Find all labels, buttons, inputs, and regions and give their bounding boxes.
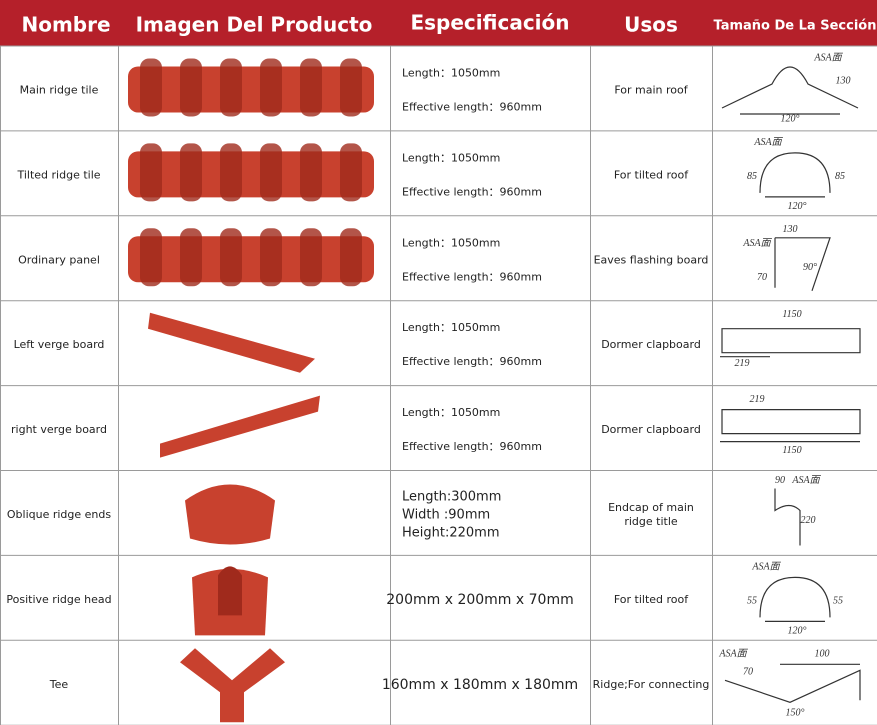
section-label: ASA面 [718, 649, 748, 660]
section-label: 120° [788, 626, 807, 637]
section-label: 219 [735, 358, 750, 369]
section-label: 70 [743, 667, 753, 678]
use-cell: For main roof [614, 83, 688, 96]
spec-line: Height:220mm [402, 525, 500, 540]
use-cell: Ridge;For connecting [593, 678, 710, 691]
name-cell: Tilted ridge tile [16, 168, 100, 181]
spec-line: Width :90mm [402, 507, 490, 522]
spec-line: Length：1050mm [402, 406, 500, 419]
section-diagram [720, 409, 861, 443]
section-label: 85 [747, 171, 757, 182]
spec-line: Length：1050mm [402, 66, 500, 79]
use-cell: Endcap of main [608, 501, 694, 514]
section-label: 100 [815, 649, 830, 660]
use-cell: ridge title [624, 515, 678, 528]
section-diagram [759, 576, 831, 622]
product-image [300, 143, 322, 202]
spec-line: 200mm x 200mm x 70mm [386, 592, 573, 608]
product-image [140, 228, 162, 287]
header-cell: Usos [624, 13, 678, 37]
product-image [340, 143, 362, 202]
section-label: ASA面 [753, 137, 783, 148]
product-image [180, 228, 202, 287]
section-label: 1150 [782, 309, 801, 320]
section-label: ASA面 [751, 562, 781, 573]
section-label: 85 [835, 171, 845, 182]
name-cell: right verge board [11, 423, 107, 436]
product-image [160, 395, 320, 458]
section-label: 70 [757, 272, 767, 283]
section-diagram [720, 328, 861, 358]
product-image [340, 228, 362, 287]
use-cell: Dormer clapboard [601, 423, 701, 436]
header-bg [0, 0, 877, 46]
name-cell: Ordinary panel [18, 253, 100, 266]
product-image [180, 143, 202, 202]
section-diagram [721, 66, 859, 115]
header-cell: Especificación [410, 11, 569, 35]
spec-line: 160mm x 180mm x 180mm [382, 677, 578, 693]
spec-line: Effective length：960mm [402, 100, 542, 113]
product-image [220, 228, 242, 287]
section-label: ASA面 [742, 238, 772, 249]
section-label: 1150 [782, 445, 801, 456]
product-image [340, 58, 362, 117]
product-image [128, 151, 374, 198]
spec-line: Length：1050mm [402, 236, 500, 249]
name-cell: Main ridge tile [20, 83, 99, 96]
product-image [140, 58, 162, 117]
section-label: 220 [801, 515, 816, 526]
product-image [300, 58, 322, 117]
section-label: 120° [788, 201, 807, 212]
section-label: 90 [775, 475, 785, 486]
product-image [220, 58, 242, 117]
header-cell: Imagen Del Producto [136, 13, 373, 37]
section-label: 219 [750, 394, 765, 405]
header-cell: Tamaño De La Sección [714, 19, 877, 34]
product-image [300, 228, 322, 287]
product-image [185, 484, 275, 545]
spec-line: Effective length：960mm [402, 185, 542, 198]
section-label: 90° [803, 262, 817, 273]
spec-line: Effective length：960mm [402, 270, 542, 283]
section-diagram [759, 152, 831, 198]
name-cell: Oblique ridge ends [7, 508, 112, 521]
spec-line: Length：1050mm [402, 321, 500, 334]
name-cell: Left verge board [14, 338, 105, 351]
product-image [128, 66, 374, 113]
section-label: ASA面 [791, 475, 821, 486]
section-label: 120° [781, 113, 800, 124]
product-image [148, 312, 315, 373]
spec-line: Length：1050mm [402, 151, 500, 164]
section-diagram [774, 488, 801, 546]
use-cell: For tilted roof [614, 593, 689, 606]
header-cell: Nombre [21, 13, 110, 37]
section-diagram [774, 237, 831, 291]
product-image [260, 228, 282, 287]
product-image [220, 143, 242, 202]
use-cell: Dormer clapboard [601, 338, 701, 351]
use-cell: Eaves flashing board [594, 253, 709, 266]
spec-line: Length:300mm [402, 489, 501, 504]
spec-line: Effective length：960mm [402, 355, 542, 368]
product-image [218, 566, 242, 616]
section-label: 130 [836, 75, 851, 86]
section-label: 150° [786, 708, 805, 719]
product-image [260, 143, 282, 202]
product-image [180, 58, 202, 117]
product-image [260, 58, 282, 117]
name-cell: Positive ridge head [6, 593, 111, 606]
product-image [180, 648, 285, 723]
spec-line: Effective length：960mm [402, 440, 542, 453]
section-label: ASA面 [813, 52, 843, 63]
section-label: 55 [833, 596, 843, 607]
name-cell: Tee [49, 678, 69, 691]
section-label: 130 [783, 224, 798, 235]
product-image [128, 236, 374, 283]
section-label: 55 [747, 596, 757, 607]
section-diagram [724, 663, 861, 703]
use-cell: For tilted roof [614, 168, 689, 181]
product-image [140, 143, 162, 202]
